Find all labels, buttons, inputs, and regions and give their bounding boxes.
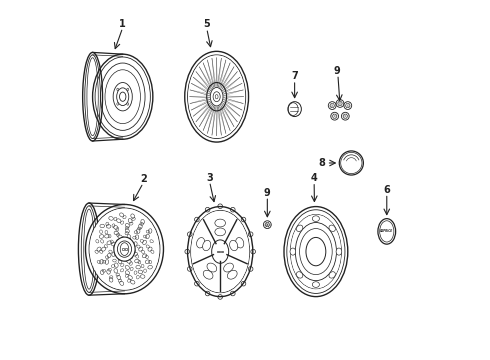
Ellipse shape xyxy=(336,248,342,255)
Ellipse shape xyxy=(227,270,237,279)
Text: 3: 3 xyxy=(206,173,213,183)
Ellipse shape xyxy=(378,219,395,244)
Ellipse shape xyxy=(215,219,225,227)
Ellipse shape xyxy=(296,225,303,231)
Ellipse shape xyxy=(117,103,119,105)
Text: 1: 1 xyxy=(120,19,126,29)
Ellipse shape xyxy=(195,282,199,286)
Ellipse shape xyxy=(291,215,341,288)
Ellipse shape xyxy=(127,88,128,91)
Ellipse shape xyxy=(205,207,210,212)
Text: 9: 9 xyxy=(264,188,270,198)
Ellipse shape xyxy=(339,151,364,175)
Ellipse shape xyxy=(248,232,253,237)
Ellipse shape xyxy=(188,267,192,271)
Ellipse shape xyxy=(90,209,159,289)
Polygon shape xyxy=(220,251,223,252)
Ellipse shape xyxy=(207,82,226,111)
Ellipse shape xyxy=(118,241,132,257)
Ellipse shape xyxy=(188,55,245,138)
Ellipse shape xyxy=(114,237,135,261)
Text: 2: 2 xyxy=(141,174,147,184)
Ellipse shape xyxy=(241,282,246,286)
Ellipse shape xyxy=(236,238,244,248)
Ellipse shape xyxy=(336,100,344,107)
Ellipse shape xyxy=(215,228,225,236)
Ellipse shape xyxy=(191,211,249,292)
Text: 7: 7 xyxy=(291,71,298,81)
Ellipse shape xyxy=(203,270,213,279)
Ellipse shape xyxy=(212,240,229,263)
Ellipse shape xyxy=(290,248,295,255)
Ellipse shape xyxy=(210,87,223,106)
Ellipse shape xyxy=(331,112,339,120)
Ellipse shape xyxy=(196,238,205,248)
Ellipse shape xyxy=(328,102,336,109)
Ellipse shape xyxy=(264,221,271,229)
Ellipse shape xyxy=(120,243,129,256)
Ellipse shape xyxy=(251,249,255,254)
Ellipse shape xyxy=(329,225,335,231)
Ellipse shape xyxy=(306,238,326,266)
Ellipse shape xyxy=(195,217,199,222)
Text: 5: 5 xyxy=(203,19,210,29)
Ellipse shape xyxy=(312,282,319,287)
Ellipse shape xyxy=(288,102,301,117)
Ellipse shape xyxy=(342,112,349,120)
Ellipse shape xyxy=(203,240,211,251)
Text: CAPRICE: CAPRICE xyxy=(380,229,393,233)
Ellipse shape xyxy=(213,92,220,102)
Ellipse shape xyxy=(207,263,217,272)
Ellipse shape xyxy=(248,267,253,271)
Ellipse shape xyxy=(205,291,210,296)
Ellipse shape xyxy=(241,217,246,222)
Ellipse shape xyxy=(218,204,222,208)
Ellipse shape xyxy=(188,232,192,237)
Ellipse shape xyxy=(329,272,335,278)
Text: 9: 9 xyxy=(334,66,341,76)
Ellipse shape xyxy=(312,216,319,221)
Ellipse shape xyxy=(230,240,238,251)
Ellipse shape xyxy=(185,249,190,254)
Polygon shape xyxy=(218,251,220,252)
Ellipse shape xyxy=(117,88,119,91)
Ellipse shape xyxy=(296,272,303,278)
Ellipse shape xyxy=(223,263,233,272)
Text: 4: 4 xyxy=(311,173,318,183)
Ellipse shape xyxy=(230,207,235,212)
Ellipse shape xyxy=(127,103,128,105)
Ellipse shape xyxy=(344,102,352,109)
Ellipse shape xyxy=(218,295,222,299)
Ellipse shape xyxy=(230,291,235,296)
Text: 8: 8 xyxy=(319,158,326,168)
Text: 6: 6 xyxy=(383,185,390,195)
